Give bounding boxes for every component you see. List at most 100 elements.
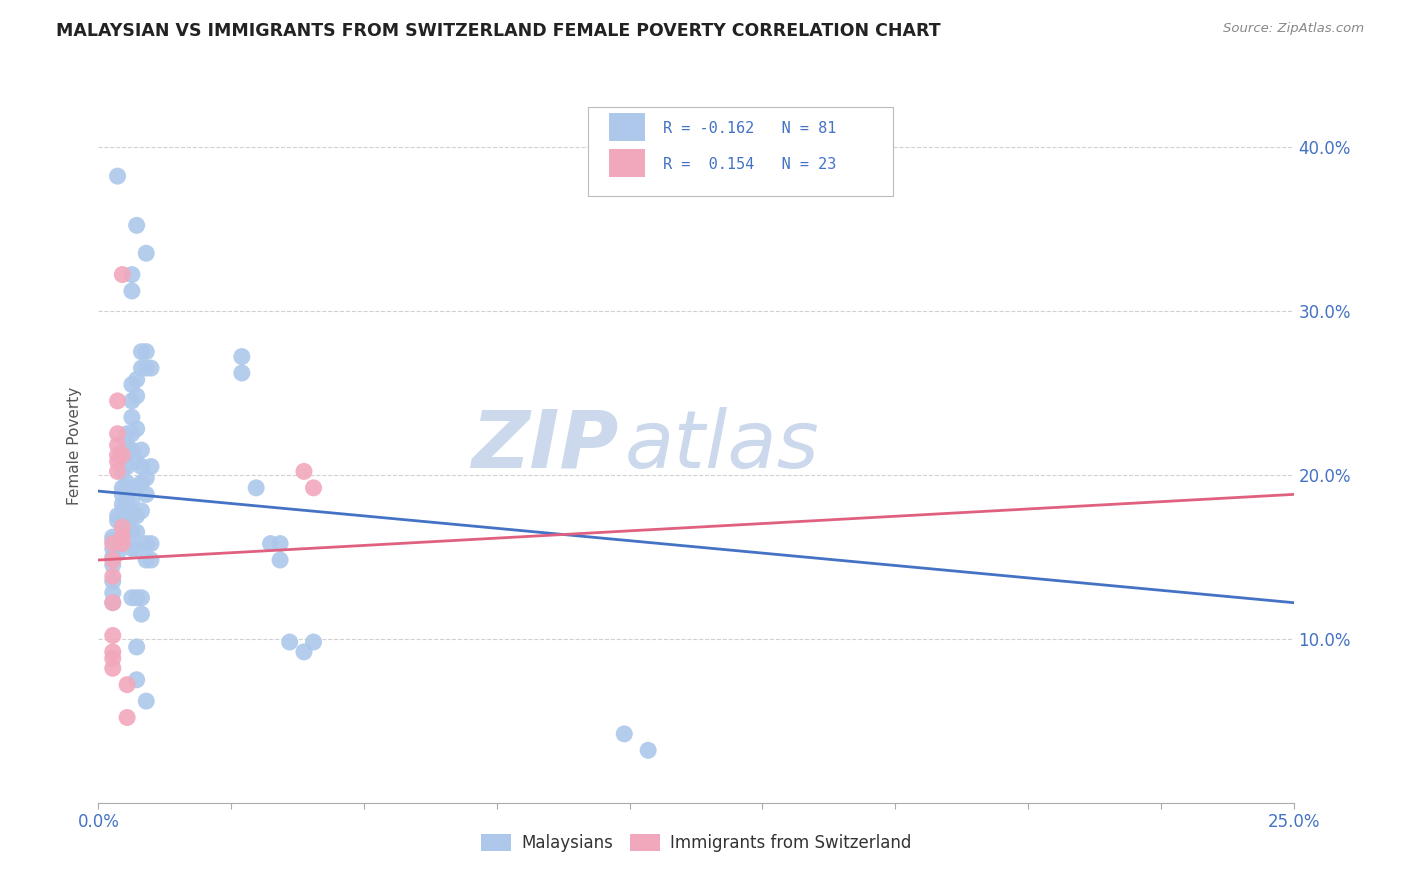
Point [111,520,134,534]
FancyBboxPatch shape [609,149,644,177]
Point [115,481,138,495]
Point [115,475,138,490]
Point [101,586,124,600]
Point [135,536,157,550]
Point [139,361,162,376]
Point [121,591,143,605]
Point [125,525,148,540]
Point [115,426,138,441]
Point [115,497,138,511]
Point [121,541,143,556]
Point [135,471,157,485]
Point [115,504,138,518]
Point [125,541,148,556]
Point [101,558,124,572]
Point [115,504,138,518]
Point [101,596,124,610]
Point [269,536,291,550]
Point [101,569,124,583]
Point [115,710,138,724]
Text: R = -0.162   N = 81: R = -0.162 N = 81 [662,121,837,136]
Point [259,536,281,550]
Point [121,377,143,392]
Y-axis label: Female Poverty: Female Poverty [67,387,83,505]
FancyBboxPatch shape [609,113,644,141]
Point [101,645,124,659]
Point [231,350,253,364]
Point [125,591,148,605]
Point [101,596,124,610]
Point [101,549,124,564]
Point [111,504,134,518]
Text: R =  0.154   N = 23: R = 0.154 N = 23 [662,157,837,171]
Point [131,607,153,622]
Point [107,546,129,560]
Point [101,536,124,550]
Point [125,508,148,523]
Point [115,487,138,501]
Point [135,487,157,501]
Point [107,454,129,468]
Point [111,487,134,501]
Point [278,635,301,649]
Point [637,743,659,757]
Point [125,389,148,403]
Point [101,541,124,556]
Point [139,553,162,567]
Point [101,553,124,567]
Point [131,459,153,474]
Point [107,508,129,523]
Point [269,553,291,567]
Point [125,640,148,654]
Point [101,533,124,548]
Point [111,481,134,495]
Point [121,443,143,458]
Point [125,373,148,387]
Text: MALAYSIAN VS IMMIGRANTS FROM SWITZERLAND FEMALE POVERTY CORRELATION CHART: MALAYSIAN VS IMMIGRANTS FROM SWITZERLAND… [56,22,941,40]
Point [115,438,138,452]
Point [121,426,143,441]
Point [245,481,267,495]
Point [121,268,143,282]
Text: atlas: atlas [624,407,820,485]
Point [135,246,157,260]
Point [131,443,153,458]
Point [107,426,129,441]
Point [107,393,129,408]
Point [107,438,129,452]
Point [111,536,134,550]
Point [121,410,143,425]
Point [139,459,162,474]
Point [101,628,124,642]
Point [292,645,315,659]
Point [125,673,148,687]
Legend: Malaysians, Immigrants from Switzerland: Malaysians, Immigrants from Switzerland [474,827,918,859]
Point [115,514,138,528]
Point [131,361,153,376]
Point [107,465,129,479]
Point [131,591,153,605]
Point [101,530,124,544]
Point [101,661,124,675]
Point [131,344,153,359]
Point [121,525,143,540]
Point [115,459,138,474]
Point [125,422,148,436]
Point [121,284,143,298]
FancyBboxPatch shape [589,107,893,196]
Point [139,536,162,550]
Point [111,268,134,282]
Point [125,481,148,495]
Point [115,448,138,462]
Point [613,727,636,741]
Point [135,361,157,376]
Point [131,504,153,518]
Point [115,678,138,692]
Point [107,169,129,183]
Text: Source: ZipAtlas.com: Source: ZipAtlas.com [1223,22,1364,36]
Point [111,530,134,544]
Point [111,465,134,479]
Text: ZIP: ZIP [471,407,619,485]
Point [135,553,157,567]
Point [125,454,148,468]
